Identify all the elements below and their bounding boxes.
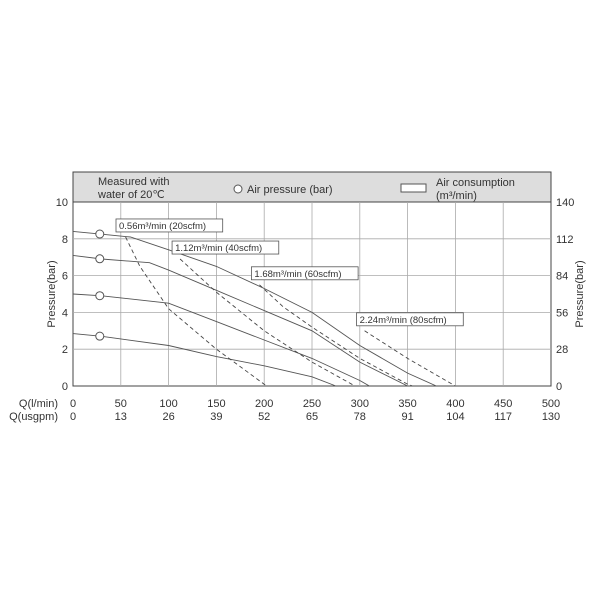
air-consumption-curve	[179, 258, 356, 387]
air-pressure-marker	[95, 291, 105, 301]
y-tick-label-left: 4	[62, 307, 68, 319]
x-tick-label-usgpm: 0	[70, 411, 76, 423]
y-tick-label-right: 0	[556, 381, 562, 393]
x-axis-label-usgpm: Q(usgpm)	[9, 411, 58, 423]
x-tick-label-usgpm: 91	[401, 411, 413, 423]
header-note-line1: Measured with	[98, 176, 170, 188]
air-pressure-marker	[95, 229, 105, 239]
x-tick-label-usgpm: 39	[210, 411, 222, 423]
legend-air-consumption-line2: (m³/min)	[436, 190, 477, 202]
x-tick-label: 200	[255, 398, 273, 410]
y-axis-right-label: Pressure(bar)	[574, 260, 586, 327]
x-tick-label: 400	[446, 398, 464, 410]
x-tick-label-usgpm: 117	[494, 411, 512, 423]
y-tick-label-left: 6	[62, 271, 68, 283]
pressure-curve	[72, 254, 408, 387]
y-axis-left-label: Pressure(bar)	[46, 260, 58, 327]
air-consumption-label: 2.24m³/min (80scfm)	[360, 315, 447, 326]
air-consumption-label-box	[251, 266, 359, 281]
air-consumption-curve	[364, 330, 456, 387]
x-tick-label-usgpm: 130	[542, 411, 560, 423]
air-pressure-marker	[95, 331, 105, 341]
x-tick-label-usgpm: 78	[354, 411, 366, 423]
x-tick-label: 500	[542, 398, 560, 410]
x-tick-label: 150	[207, 398, 225, 410]
header-note-line2: water of 20℃	[97, 189, 165, 201]
legend-air-pressure: Air pressure (bar)	[247, 184, 333, 196]
y-tick-label-right: 140	[556, 197, 574, 209]
air-consumption-label: 0.56m³/min (20scfm)	[119, 221, 206, 232]
y-tick-label-right: 56	[556, 307, 568, 319]
x-tick-label: 350	[398, 398, 416, 410]
pressure-curve	[72, 230, 437, 387]
legend-circle-icon	[233, 184, 243, 194]
x-tick-label: 0	[70, 398, 76, 410]
x-tick-label: 300	[351, 398, 369, 410]
air-consumption-label: 1.68m³/min (60scfm)	[254, 269, 341, 280]
air-pressure-marker	[95, 254, 105, 264]
x-tick-label: 250	[303, 398, 321, 410]
air-consumption-curve	[125, 236, 267, 387]
x-tick-label-usgpm: 104	[446, 411, 464, 423]
y-tick-label-left: 10	[56, 197, 68, 209]
legend-box-icon	[400, 183, 427, 193]
y-tick-label-right: 28	[556, 344, 568, 356]
air-consumption-label-box	[171, 240, 280, 255]
air-consumption-label: 1.12m³/min (40scfm)	[175, 243, 262, 254]
x-axis-label-lmin: Q(l/min)	[19, 398, 58, 410]
header-band	[72, 171, 552, 203]
y-tick-label-right: 84	[556, 271, 568, 283]
x-tick-label-usgpm: 26	[162, 411, 174, 423]
pressure-curve	[72, 293, 370, 387]
air-consumption-label-box	[356, 312, 464, 327]
x-tick-label: 100	[159, 398, 177, 410]
x-tick-label-usgpm: 52	[258, 411, 270, 423]
x-tick-label-usgpm: 13	[115, 411, 127, 423]
x-tick-label-usgpm: 65	[306, 411, 318, 423]
y-tick-label-left: 8	[62, 234, 68, 246]
x-tick-label: 450	[494, 398, 512, 410]
y-tick-label-left: 0	[62, 381, 68, 393]
x-tick-label: 50	[115, 398, 127, 410]
y-tick-label-left: 2	[62, 344, 68, 356]
y-tick-label-right: 112	[556, 234, 574, 246]
legend-air-consumption-line1: Air consumption	[436, 177, 515, 189]
air-consumption-label-box	[115, 218, 224, 233]
